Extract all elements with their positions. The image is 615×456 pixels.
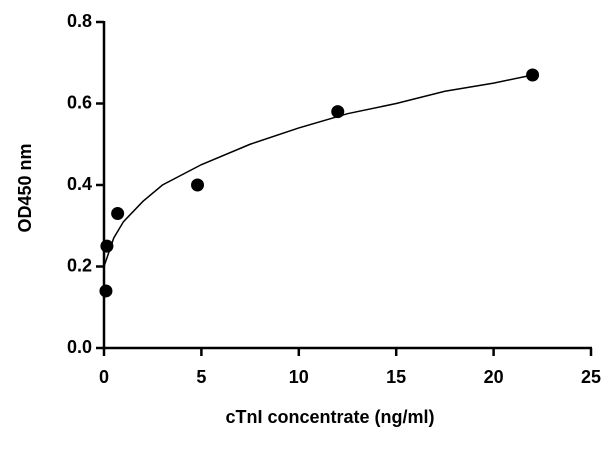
x-tick-label: 25	[581, 367, 601, 387]
y-axis-label: OD450 nm	[15, 143, 35, 232]
y-tick-label: 0.4	[67, 174, 92, 194]
x-tick-label: 15	[386, 367, 406, 387]
data-point	[111, 207, 125, 221]
y-tick-label: 0.8	[67, 11, 92, 31]
y-tick-label: 0.6	[67, 92, 92, 112]
data-point	[99, 284, 113, 298]
x-tick-label: 20	[484, 367, 504, 387]
x-tick-label: 5	[196, 367, 206, 387]
data-point	[191, 178, 205, 192]
fit-curve	[103, 74, 533, 267]
y-tick-label: 0.0	[67, 337, 92, 357]
x-tick-label: 10	[289, 367, 309, 387]
x-tick-label: 0	[99, 367, 109, 387]
x-axis-label: cTnI concentrate (ng/ml)	[225, 407, 434, 427]
y-tick-label: 0.2	[67, 255, 92, 275]
